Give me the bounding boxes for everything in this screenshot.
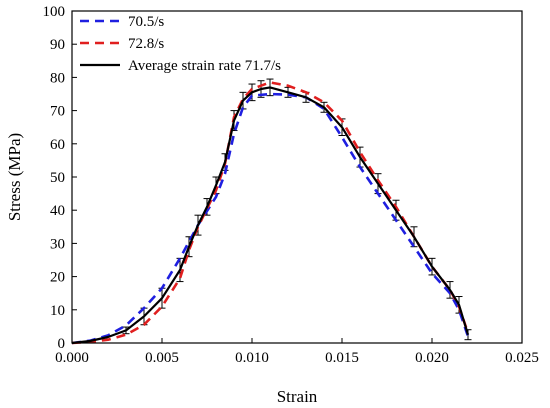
x-tick-label: 0.020 bbox=[415, 350, 449, 366]
axis-ticks: 0.000 0.005 0.010 0.015 0.020 0.025 0 10 20 30 40 5… bbox=[43, 4, 539, 366]
y-axis-title: Stress (MPa) bbox=[5, 133, 24, 221]
legend: 70.5/s 72.8/s Average strain rate 71.7/s bbox=[80, 14, 281, 74]
series-line-72-8-s bbox=[71, 81, 470, 345]
y-tick-label: 20 bbox=[50, 270, 65, 286]
legend-item: 70.5/s bbox=[80, 14, 164, 30]
legend-label: Average strain rate 71.7/s bbox=[128, 58, 281, 74]
y-tick-label: 50 bbox=[50, 170, 65, 186]
x-tick-label: 0.005 bbox=[145, 350, 179, 366]
y-tick-label: 60 bbox=[50, 137, 65, 153]
y-tick-label: 80 bbox=[50, 70, 65, 86]
y-tick-label: 0 bbox=[58, 336, 66, 352]
x-axis-title: Strain bbox=[277, 387, 318, 406]
y-tick-label: 70 bbox=[50, 104, 65, 120]
x-tick-label: 0.025 bbox=[505, 350, 539, 366]
y-tick-label: 40 bbox=[50, 203, 65, 219]
legend-item: Average strain rate 71.7/s bbox=[80, 58, 281, 74]
y-tick-label: 30 bbox=[50, 236, 65, 252]
y-tick-label: 90 bbox=[50, 37, 65, 53]
legend-item: 72.8/s bbox=[80, 36, 164, 52]
x-tick-label: 0.000 bbox=[55, 350, 89, 366]
series-line-average-strain-rate-71-7-s bbox=[71, 86, 470, 345]
x-tick-label: 0.010 bbox=[235, 350, 269, 366]
series-line-70-5-s bbox=[71, 92, 470, 345]
legend-label: 70.5/s bbox=[128, 14, 164, 30]
y-tick-label: 10 bbox=[50, 303, 65, 319]
y-tick-label: 100 bbox=[43, 4, 66, 20]
x-tick-label: 0.015 bbox=[325, 350, 359, 366]
plot-marks bbox=[71, 78, 472, 345]
legend-label: 72.8/s bbox=[128, 36, 164, 52]
